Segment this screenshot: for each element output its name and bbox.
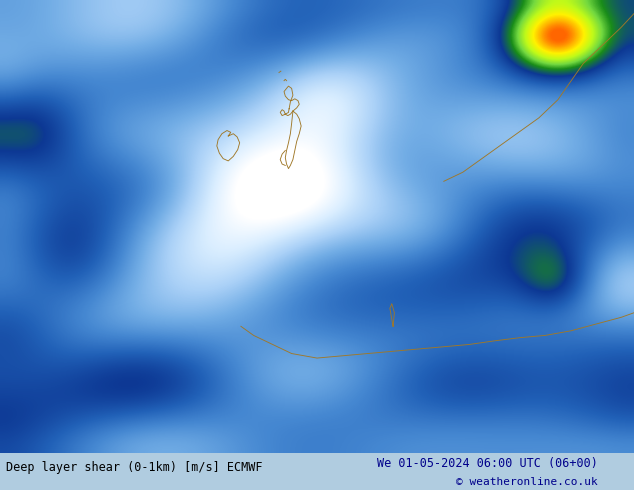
- Text: We 01-05-2024 06:00 UTC (06+00): We 01-05-2024 06:00 UTC (06+00): [377, 457, 598, 470]
- Text: Deep layer shear (0-1km) [m/s] ECMWF: Deep layer shear (0-1km) [m/s] ECMWF: [6, 462, 263, 474]
- Text: © weatheronline.co.uk: © weatheronline.co.uk: [456, 477, 598, 487]
